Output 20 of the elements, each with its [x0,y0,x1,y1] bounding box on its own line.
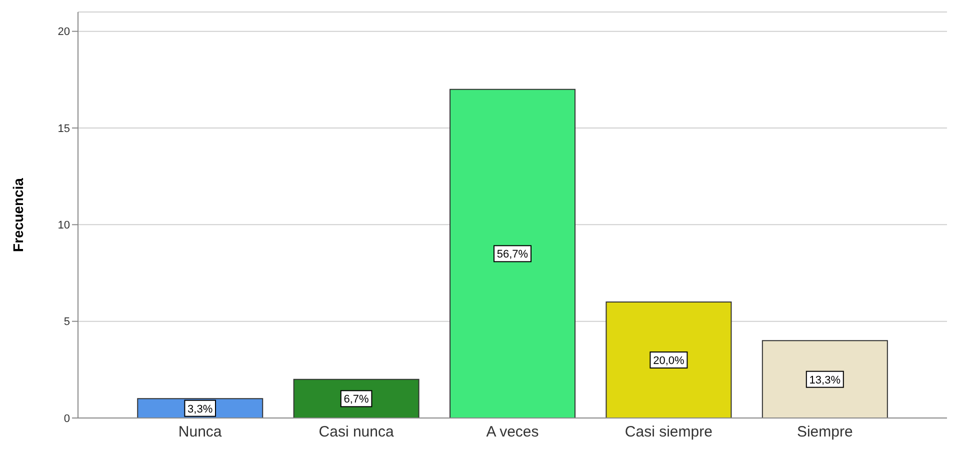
annotation: 3,3% [188,403,213,416]
bar [293,378,420,418]
annotation: 13,3% [809,374,841,386]
x-tick-label: Nunca [178,424,222,441]
y-axis-title: Frecuencia [10,178,26,252]
bar [450,88,576,418]
y-tick-label: 0 [64,412,70,425]
bar [606,302,732,418]
x-tick-label: Casi nunca [318,424,394,441]
annotation: 20,0% [653,355,685,367]
x-tick-label: A veces [486,424,539,441]
y-tick-label: 20 [58,26,70,38]
y-tick-label: 15 [58,122,70,135]
annotation: 56,7% [496,248,528,261]
annotation: 6,7% [344,394,370,406]
x-tick-label: Siempre [796,424,853,441]
bar [762,340,888,418]
y-tick-label: 10 [58,220,70,232]
x-tick-label: Casi siempre [624,424,712,441]
y-tick-label: 5 [64,316,70,328]
